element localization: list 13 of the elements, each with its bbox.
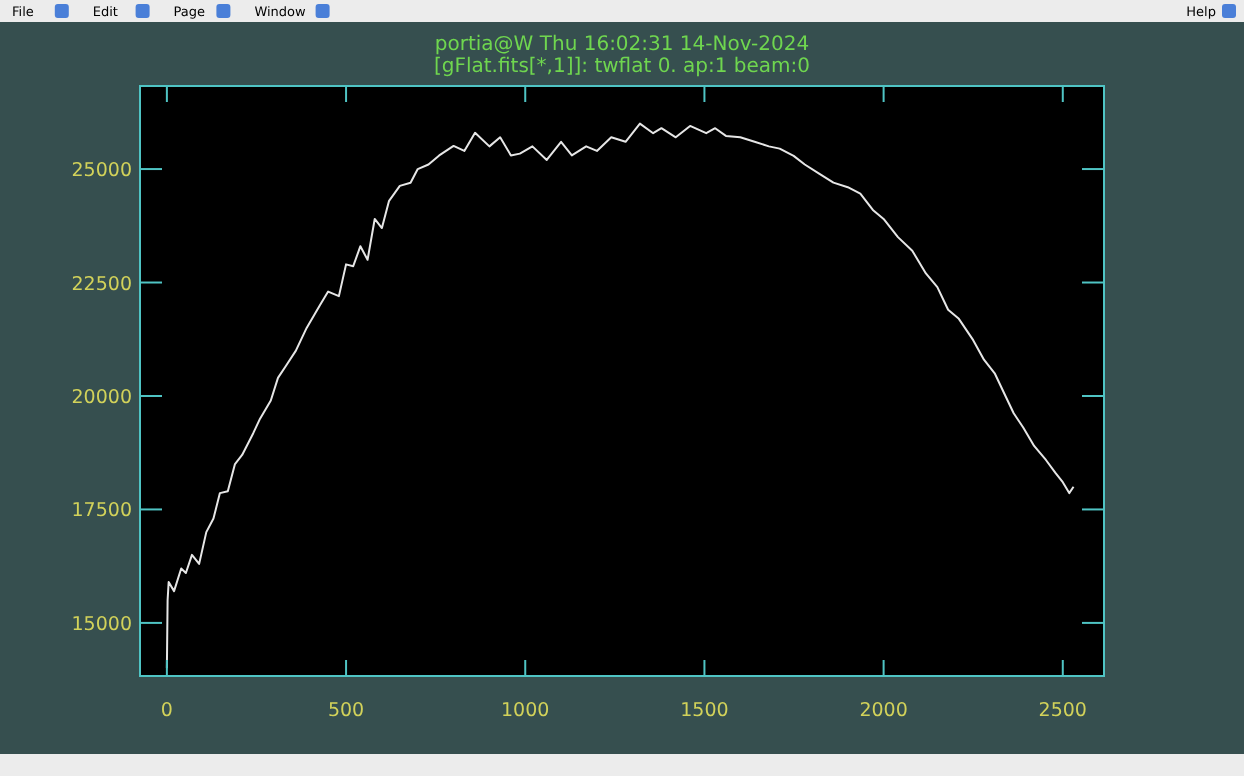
x-tick-label: 2500 — [1038, 700, 1087, 722]
y-tick-label: 20000 — [71, 386, 132, 409]
x-tick-label: 0 — [160, 700, 173, 722]
x-tick-label: 500 — [327, 700, 365, 722]
chart-subtitle: [gFlat.fits[*,1]]: twflat 0. ap:1 beam:0 — [433, 56, 811, 78]
y-tick-label: 25000 — [71, 160, 132, 183]
y-tick-label: 15000 — [71, 613, 132, 636]
x-tick-label: 1500 — [680, 700, 729, 722]
x-tick-label: 2000 — [859, 700, 908, 722]
y-tick-label: 22500 — [71, 273, 132, 296]
y-tick-label: 17500 — [71, 500, 132, 523]
chart-title: portia@W Thu 16:02:31 14-Nov-2024 — [434, 34, 810, 56]
x-tick-label: 1000 — [501, 700, 550, 722]
